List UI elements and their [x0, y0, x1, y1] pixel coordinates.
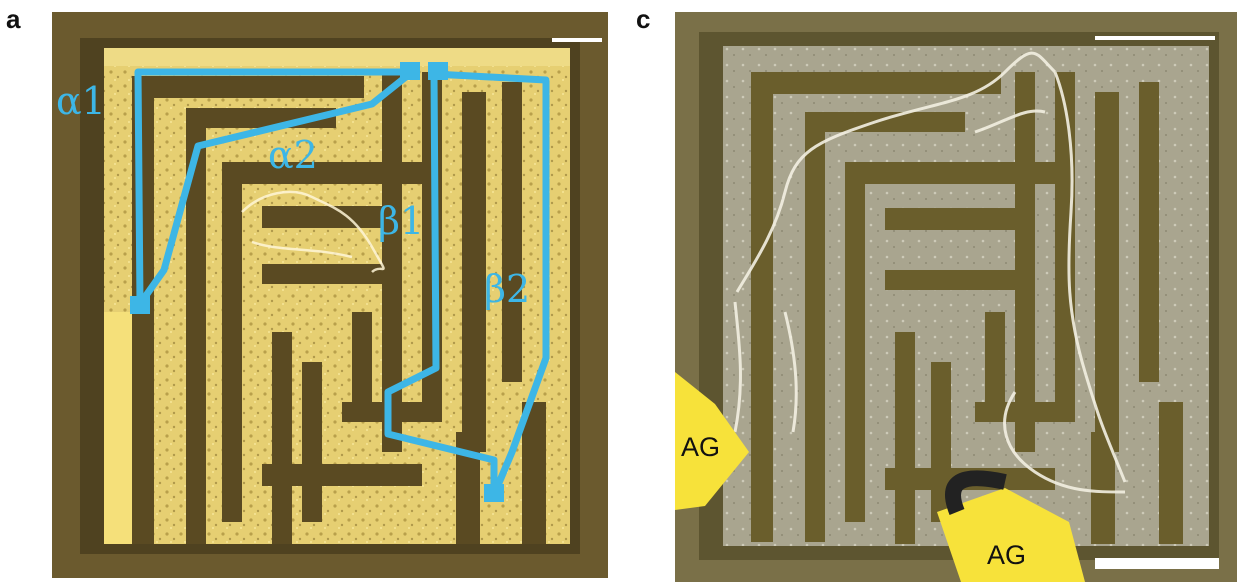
maze-gold-image: [52, 12, 608, 578]
maze-walls-c: [751, 72, 1183, 544]
maze-channel-area-c: [723, 46, 1209, 546]
path-beta1: [384, 73, 498, 490]
label-ag-bottom: AG: [987, 540, 1027, 570]
path-beta2: [433, 70, 550, 492]
scale-bar-c: [1095, 558, 1219, 569]
maze-silver-image: [675, 12, 1237, 582]
maze-photo-silver: AG AG: [675, 12, 1237, 582]
label-alpha2: α2: [268, 133, 318, 177]
panel-letter-a: a: [6, 4, 21, 34]
label-beta1: β1: [378, 199, 425, 243]
label-ag-left: AG: [681, 432, 721, 462]
label-beta2: β2: [484, 267, 531, 311]
ag-electrode-left: [675, 372, 749, 510]
path-end-marker-1: [400, 62, 420, 80]
path-end-marker-2: [428, 62, 448, 80]
path-end-marker-3: [484, 484, 504, 502]
wire-lead: [945, 470, 1007, 515]
path-alpha2: [137, 69, 415, 307]
maze-photo-gold: α1 α2 β1 β2: [52, 12, 608, 578]
scale-bar-a: [552, 38, 602, 42]
panel-letter-c: c: [636, 4, 651, 34]
scale-bar-c-top: [1095, 36, 1215, 40]
silver-wires: [733, 51, 1127, 494]
path-start-marker: [130, 296, 150, 314]
label-alpha1: α1: [56, 79, 106, 123]
ag-electrode-bottom: [937, 488, 1085, 582]
